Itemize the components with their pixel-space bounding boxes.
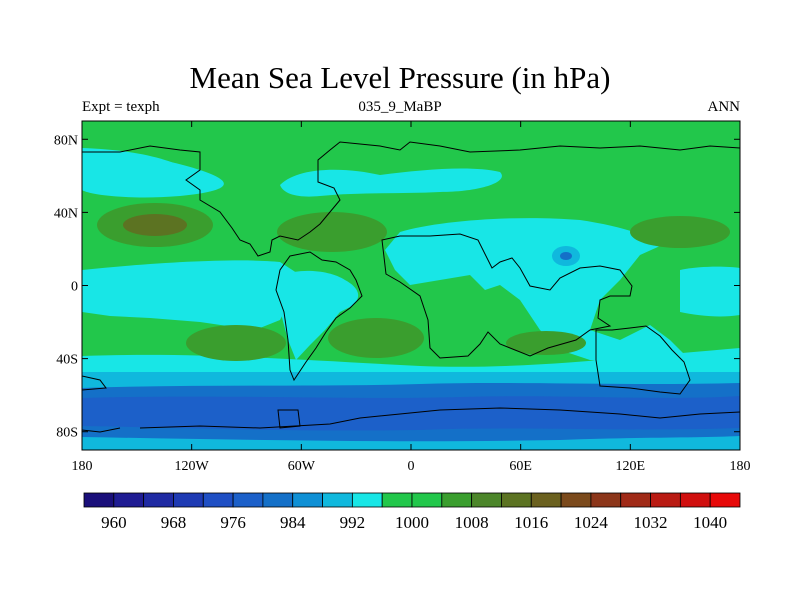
pressure-field (82, 121, 740, 450)
colorbar-label: 1016 (514, 513, 548, 532)
north-atlantic-high (277, 212, 387, 252)
south-pacific-high (186, 325, 286, 361)
period-label: 035_9_MaBP (358, 99, 442, 115)
colorbar-swatch (530, 492, 562, 508)
colorbar-swatch (202, 492, 234, 508)
colorbar-swatch (679, 492, 711, 508)
page-title: Mean Sea Level Pressure (in hPa) (189, 60, 611, 95)
cyan-eurasia-africa (385, 218, 690, 365)
asian-low-inner (560, 252, 572, 260)
lon-tick-label: 120W (175, 459, 210, 474)
coastlines (82, 141, 740, 433)
north-pacific-high-core (123, 214, 187, 236)
colorbar-label: 976 (220, 513, 246, 532)
antarctic-peninsula-outline (82, 375, 107, 391)
lat-tick-label: 80N (54, 133, 78, 148)
colorbar-swatch (113, 492, 145, 508)
west-pacific-high (630, 216, 730, 248)
colorbar-label: 1032 (634, 513, 668, 532)
south-america-outline (275, 251, 363, 382)
colorbar-swatch (322, 492, 353, 508)
lat-tick-label: 80S (56, 426, 78, 441)
antarctica-west-outline (82, 427, 121, 433)
lon-tick-label: 60W (288, 459, 316, 474)
africa-eurasia-outline (381, 233, 633, 359)
colorbar-label: 960 (101, 513, 127, 532)
colorbar-swatch (173, 492, 204, 508)
longitude-axis: 180 120W 60W 0 60E 120E 180 (72, 121, 751, 474)
lat-tick-label: 40N (54, 206, 78, 221)
colorbar-swatch (411, 492, 443, 508)
band-992-polar (82, 436, 740, 450)
northern-coastline (82, 141, 740, 257)
colorbar-swatch (143, 492, 174, 508)
colorbar-label: 1000 (395, 513, 429, 532)
lon-tick-label: 120E (616, 459, 646, 474)
colorbar-swatch (232, 492, 264, 508)
south-indian-high (506, 331, 586, 355)
cyan-tropical-pacific (82, 260, 300, 330)
colorbar-swatch (441, 492, 473, 508)
colorbar-swatch (351, 492, 383, 508)
colorbar-label: 1040 (693, 513, 727, 532)
colorbar-swatch (262, 492, 294, 508)
cyan-south-america (280, 270, 359, 360)
colorbar-swatch (709, 492, 741, 508)
season-label: ANN (707, 99, 741, 115)
cyan-arctic-pacific (82, 148, 190, 172)
colorbar-swatch (381, 492, 413, 508)
colorbar-swatch (471, 492, 502, 508)
experiment-label: Expt = texph (82, 99, 160, 115)
colorbar-swatch (560, 492, 592, 508)
colorbar-swatch (501, 492, 532, 508)
south-atlantic-high (328, 318, 424, 358)
colorbar-swatch (590, 492, 622, 508)
lat-tick-label: 40S (56, 353, 78, 368)
cyan-north-atlantic (280, 168, 502, 197)
colorbar-label: 1024 (574, 513, 609, 532)
lon-tick-label: 60E (509, 459, 532, 474)
colorbar-label: 992 (340, 513, 366, 532)
latitude-axis: 80N 40N 0 40S 80S (54, 133, 740, 441)
colorbar-label: 1008 (455, 513, 489, 532)
band-980 (82, 396, 740, 434)
colorbar-label: 968 (161, 513, 187, 532)
lon-tick-label: 180 (72, 459, 93, 474)
colorbar-swatch (83, 492, 115, 508)
cyan-southern-belt (82, 348, 740, 372)
colorbar: 960 968 976 984 992 1000 1008 1016 1024 1032 1040 (83, 492, 741, 532)
lon-tick-label: 0 (408, 459, 415, 474)
colorbar-swatch (620, 492, 651, 508)
colorbar-swatch (650, 492, 681, 508)
antarctica-outline (139, 407, 740, 429)
australia-outline (595, 325, 691, 395)
lon-tick-label: 180 (730, 459, 751, 474)
cyan-east-pacific (680, 266, 740, 317)
colorbar-swatch (292, 492, 323, 508)
colorbar-label: 984 (280, 513, 306, 532)
lat-tick-label: 0 (71, 280, 78, 295)
